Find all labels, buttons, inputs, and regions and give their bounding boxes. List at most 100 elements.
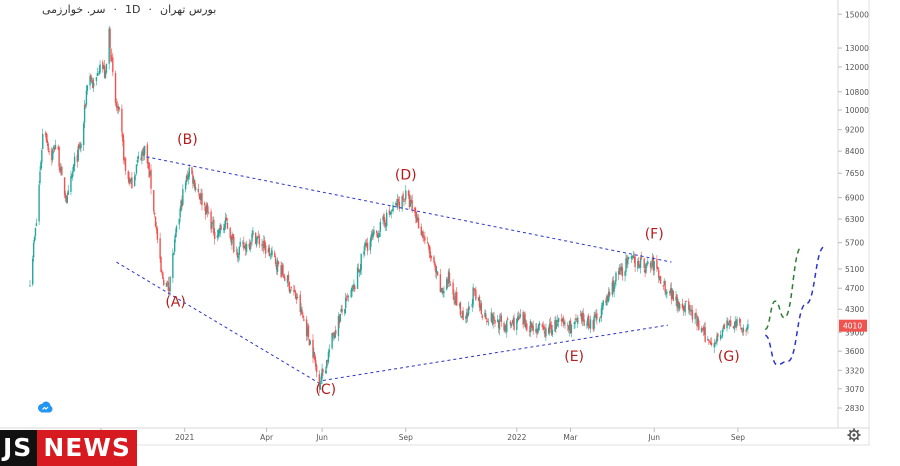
time-axis[interactable]: Oct2021AprJunSep2022MarJunSep	[94, 428, 745, 442]
candle-body	[77, 146, 79, 161]
candle-body	[697, 318, 699, 324]
candle-body	[122, 132, 124, 142]
trendline-upper	[146, 156, 672, 263]
candle-body	[41, 150, 43, 163]
candle-body	[286, 275, 289, 283]
candle-body	[299, 294, 301, 312]
candle-body	[188, 167, 190, 177]
candle-body	[70, 176, 72, 192]
candle-body	[33, 236, 36, 242]
candle-body	[573, 322, 575, 324]
candle-body	[452, 282, 454, 295]
candle-body	[236, 252, 239, 258]
candle-body	[733, 325, 735, 330]
candle-body	[671, 289, 674, 299]
candle-body	[315, 359, 317, 367]
projection-blue-path	[764, 246, 825, 366]
candle-body	[509, 321, 512, 325]
candle-body	[446, 279, 448, 290]
candle-body	[373, 230, 375, 235]
candle-body	[401, 196, 403, 209]
candle-body	[275, 264, 278, 270]
candle-body	[72, 164, 75, 172]
candle-body	[526, 323, 528, 331]
candle-body	[242, 242, 244, 244]
candle-body	[39, 171, 41, 183]
candle-body	[563, 321, 565, 325]
candle-body	[555, 320, 557, 329]
price-axis[interactable]: 15000 13000 12000 10800 10000 9200 8400 7650 690…	[838, 10, 869, 413]
candle-body	[224, 224, 226, 228]
candle-body	[714, 343, 716, 344]
candle-body	[652, 256, 654, 271]
candle-body	[136, 159, 139, 163]
candle-body	[111, 59, 113, 61]
candle-body	[294, 292, 297, 299]
candle-body	[174, 233, 177, 238]
interval-label[interactable]: 1D	[125, 3, 141, 16]
candle-body	[580, 313, 583, 320]
candle-body	[216, 235, 219, 238]
candle-body	[746, 327, 748, 331]
candle-body	[321, 368, 323, 379]
candle-body	[318, 374, 321, 388]
candle-body	[531, 324, 533, 327]
candle-body	[702, 327, 705, 331]
candle-body	[147, 162, 149, 164]
candle-body	[73, 156, 76, 167]
candle-body	[282, 264, 284, 275]
price-tick-label: 3900	[845, 328, 864, 337]
candle-body	[339, 313, 341, 322]
candle-body	[271, 250, 273, 256]
candle-body	[621, 267, 624, 277]
price-tick-label: 5100	[845, 265, 864, 274]
candle-body	[332, 332, 334, 336]
candle-body	[537, 328, 539, 332]
candle-body	[624, 271, 626, 276]
candle-body	[396, 199, 399, 208]
candle-body	[704, 327, 706, 342]
gear-icon[interactable]	[847, 428, 861, 442]
candle-body	[54, 144, 57, 149]
candle-body	[405, 190, 407, 200]
candle-body	[333, 335, 335, 337]
candle-body	[605, 300, 607, 303]
candle-body	[252, 230, 254, 235]
candle-body	[115, 102, 118, 108]
candle-body	[695, 312, 697, 315]
candle-body	[701, 329, 704, 330]
candle-body	[479, 304, 482, 310]
candle-body	[244, 246, 246, 248]
title-separator: ·	[113, 3, 118, 16]
site-logo: JS NEWS	[0, 430, 137, 466]
candle-body	[184, 182, 187, 190]
wave-label: (F)	[645, 227, 664, 243]
cloud-icon[interactable]	[37, 401, 53, 413]
candle-body	[747, 324, 749, 329]
candle-body	[392, 205, 394, 212]
candle-body	[353, 283, 355, 290]
candle-body	[478, 296, 481, 308]
candle-body	[708, 340, 710, 341]
candle-body	[110, 48, 112, 61]
candle-body	[134, 174, 137, 176]
candle-body	[645, 263, 647, 273]
candle-body	[634, 256, 636, 268]
candle-body	[729, 320, 732, 327]
candle-body	[466, 313, 469, 317]
candle-body	[458, 304, 461, 306]
candle-body	[627, 259, 629, 265]
candle-body	[416, 216, 418, 223]
candle-body	[118, 107, 120, 110]
candle-body	[728, 324, 730, 326]
candle-body	[496, 319, 499, 323]
candle-body	[44, 133, 47, 135]
candle-body	[182, 189, 184, 205]
candle-body	[268, 247, 271, 257]
candle-body	[473, 288, 475, 291]
price-tick-label: 5700	[845, 239, 864, 248]
candle-body	[312, 339, 314, 358]
candle-body	[535, 328, 537, 332]
candle-body	[561, 319, 563, 320]
